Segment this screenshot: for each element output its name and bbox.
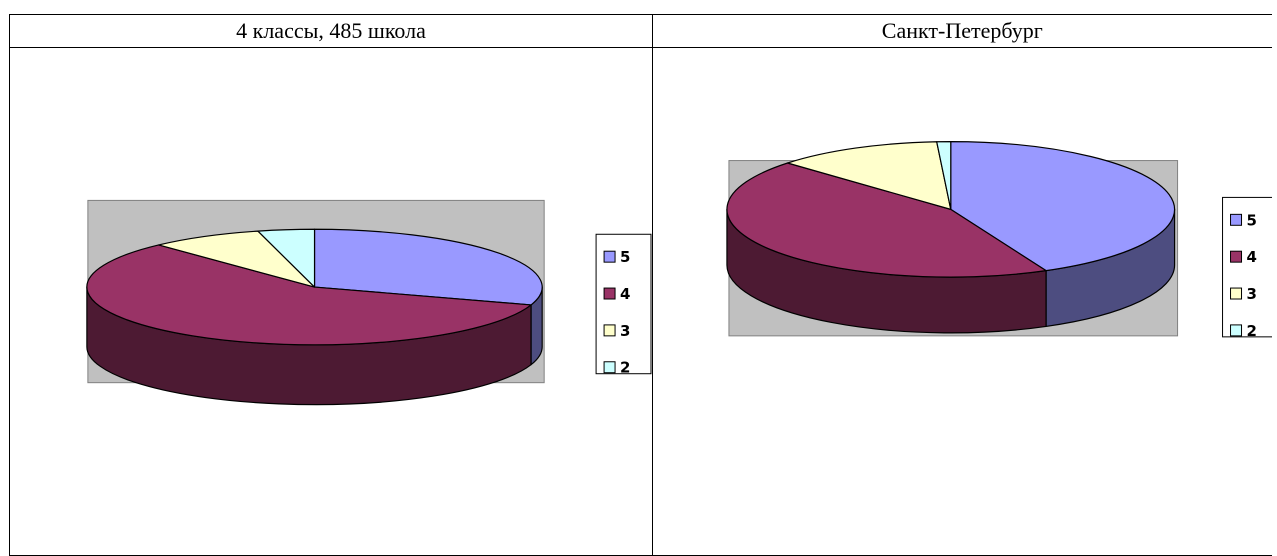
chart-1-header: 4 классы, 485 школа [9,14,653,48]
chart-1-legend: 5 4 3 2 [595,233,652,377]
chart-1-pie: 5 4 3 2 [86,199,652,406]
chart-1-legend-swatch-5 [603,250,616,263]
chart-1-slice-2 [257,228,316,288]
chart-2-legend-label-4: 4 [1247,248,1257,266]
chart-1-slice-4 [86,244,532,346]
chart-1-legend-label-3: 3 [620,322,630,340]
chart-2-header: Санкт-Петербург [652,14,1272,48]
chart-2-slices [726,141,1176,278]
chart-1-slice-3 [158,230,316,288]
chart-1-cell: 5 4 3 2 [9,47,653,556]
chart-2-legend-label-3: 3 [1247,285,1257,303]
chart-1-legend-swatch-3 [603,324,616,337]
chart-2-cell: 5 4 3 2 [652,47,1272,556]
chart-2-slice-4 [726,162,1047,278]
chart-1-legend-label-2: 2 [620,359,630,377]
chart-2-legend-swatch-2 [1230,324,1243,337]
chart-1-legend-swatch-2 [603,361,616,374]
chart-2-legend: 5 4 3 2 [1222,196,1272,340]
layout-table: 4 классы, 485 школа Санкт-Петербург 5 4 3 2… [9,14,1272,556]
chart-1-side-walls [86,286,543,406]
chart-2-slice-2 [936,141,952,210]
chart-2-legend-swatch-5 [1230,213,1243,226]
chart-1-legend-swatch-4 [603,287,616,300]
chart-2-legend-swatch-3 [1230,287,1243,300]
chart-2-legend-label-2: 2 [1247,322,1257,340]
chart-1-legend-label-5: 5 [620,248,630,266]
chart-2-legend-swatch-4 [1230,250,1243,263]
chart-2-slice-3 [787,141,952,210]
chart-2-legend-label-5: 5 [1247,211,1257,229]
chart-2-slice-5 [950,141,1176,272]
chart-1-legend-label-4: 4 [620,285,630,303]
chart-1-slice-5 [313,228,543,306]
chart-1-slices [86,228,543,346]
chart-2-pie: 5 4 3 2 [726,141,1272,340]
